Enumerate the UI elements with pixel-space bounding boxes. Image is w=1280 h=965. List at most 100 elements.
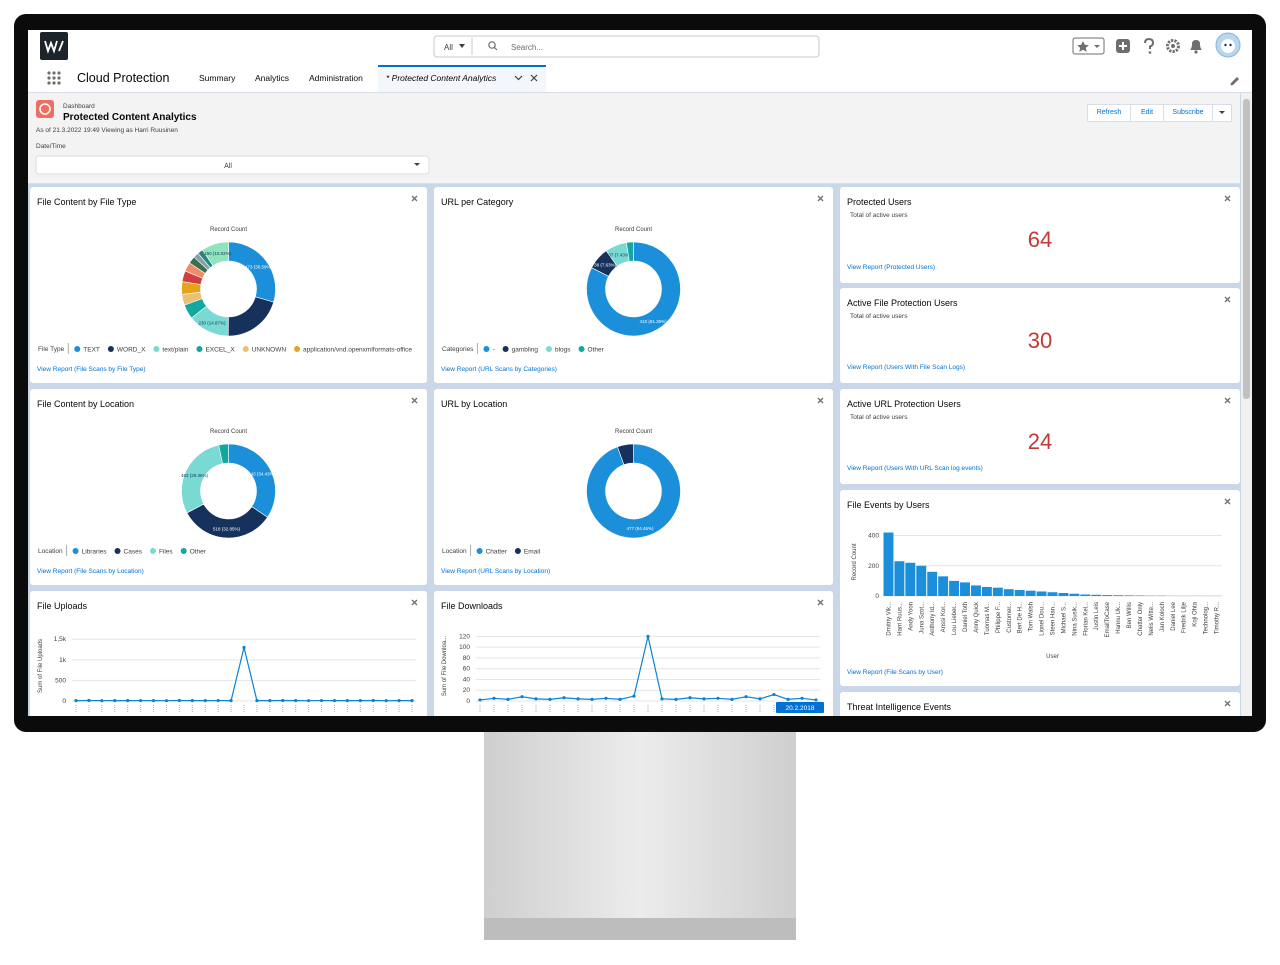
- x-tick-label: Steen Han...: [1051, 602, 1057, 636]
- dashboard-widget: File Content by Location Record Count 543 …: [30, 389, 427, 585]
- legend-label: Email: [524, 549, 541, 556]
- report-link[interactable]: View Report (Users With File Scan Logs): [847, 364, 965, 371]
- expand-icon[interactable]: [1224, 498, 1231, 505]
- report-link[interactable]: View Report (URL Scans by Location): [441, 568, 550, 575]
- data-label: 473 (30.59%): [245, 264, 273, 269]
- more-actions[interactable]: [1212, 104, 1232, 122]
- legend-label: Files: [159, 549, 173, 556]
- report-link[interactable]: View Report (URL Scans by Categories): [441, 366, 557, 373]
- subscribe-button[interactable]: Subscribe: [1163, 104, 1213, 122]
- donut-segment: [586, 241, 681, 337]
- line-point: [255, 698, 259, 703]
- bell-clapper: [1194, 50, 1198, 54]
- bar: [905, 562, 916, 596]
- line-point: [410, 699, 414, 703]
- line-point: [534, 697, 538, 701]
- report-link[interactable]: View Report (File Scans by File Type): [37, 366, 146, 373]
- bar: [1069, 593, 1080, 596]
- active-tab-label[interactable]: * Protected Content Analytics: [386, 73, 497, 83]
- x-tick-label: Dmitriy Vik...: [886, 602, 892, 636]
- dashboard-title: Protected Content Analytics: [63, 112, 197, 123]
- settings-icon[interactable]: [1166, 39, 1180, 53]
- x-tick-label: Ben Willis: [1127, 602, 1133, 628]
- expand-icon[interactable]: [817, 397, 824, 404]
- line-point: [164, 699, 169, 703]
- dashboard-widget: File Events by Users Record Count 0 200 400 D…: [840, 490, 1240, 686]
- x-tick-label: Lionel Dou...: [1040, 602, 1046, 636]
- expand-icon[interactable]: [411, 195, 418, 202]
- expand-icon[interactable]: [411, 397, 418, 404]
- line-point: [632, 694, 636, 698]
- report-link[interactable]: View Report (File Scans by Location): [37, 568, 144, 575]
- data-label: 543 (34.43%): [248, 471, 276, 476]
- y-tick-label: 100: [459, 644, 470, 651]
- widget-canvas: Threat Intelligence Events: [847, 700, 1231, 712]
- legend-label: UNKNOWN: [252, 347, 287, 354]
- settings-hub: [1171, 44, 1175, 48]
- tab-close[interactable]: [530, 74, 538, 82]
- search-placeholder[interactable]: Search...: [511, 43, 543, 52]
- bar: [1102, 595, 1113, 596]
- bar: [1025, 590, 1036, 596]
- nav-item[interactable]: Analytics: [255, 73, 289, 83]
- search-scope[interactable]: All: [444, 43, 453, 52]
- expand-icon[interactable]: [1224, 195, 1231, 202]
- nav-item[interactable]: Administration: [309, 73, 363, 83]
- dashboard-icon-gauge: [39, 103, 51, 115]
- line-point: [319, 698, 324, 703]
- legend-title: File Type: [38, 346, 65, 353]
- bar: [1014, 589, 1025, 596]
- line-point: [397, 698, 401, 703]
- x-tick-label: EmailToCase: [1105, 601, 1111, 637]
- bar: [1080, 594, 1091, 596]
- help-dot: [1148, 51, 1152, 54]
- x-tick-label: Nelis Witte...: [1149, 602, 1155, 636]
- y-tick-label: 120: [459, 633, 470, 640]
- report-link[interactable]: View Report (File Scans by User): [847, 669, 943, 676]
- avatar-eye: [1229, 43, 1232, 47]
- filter-select[interactable]: [35, 155, 430, 175]
- x-tick-label: Fredrik Lilje: [1182, 601, 1188, 633]
- report-link[interactable]: View Report (Users With URL Scan log eve…: [847, 465, 983, 472]
- tab-menu[interactable]: [514, 75, 523, 81]
- filter-value[interactable]: All: [224, 163, 232, 170]
- line-point: [618, 697, 622, 701]
- dashboard-widget: URL by Location Record Count 477 (94.46%) L…: [434, 389, 833, 585]
- expand-icon[interactable]: [817, 599, 824, 606]
- scrollbar[interactable]: [1241, 93, 1252, 716]
- edit-nav[interactable]: [1230, 77, 1240, 86]
- expand-icon[interactable]: [817, 195, 824, 202]
- x-axis-label: User: [1046, 654, 1059, 660]
- report-link[interactable]: View Report (Protected Users): [847, 264, 935, 271]
- avatar-eye: [1224, 43, 1227, 47]
- widget-title: File Events by Users: [847, 500, 930, 510]
- expand-icon[interactable]: [1224, 700, 1231, 707]
- dashboard-icon: [36, 100, 54, 118]
- x-tick-label: Timothy R...: [1215, 602, 1221, 634]
- legend-label: Chatter: [486, 549, 508, 556]
- expand-icon[interactable]: [411, 599, 418, 606]
- dashboard-widget: File Downloads Sum of File Downloa... 0 20 4…: [434, 591, 833, 716]
- donut-segment: [617, 443, 634, 466]
- expand-icon[interactable]: [1224, 397, 1231, 404]
- x-tick-label: Michael S...: [1061, 602, 1067, 634]
- edit-button[interactable]: Edit: [1130, 104, 1164, 122]
- refresh-button[interactable]: Refresh: [1087, 104, 1131, 122]
- favorites[interactable]: [1072, 37, 1105, 55]
- scrollbar-thumb[interactable]: [1243, 99, 1250, 399]
- line-point: [702, 697, 706, 701]
- x-tick-label: Customer...: [1007, 602, 1013, 633]
- active-tab-indicator: [378, 65, 546, 67]
- widget-title: URL by Location: [441, 399, 507, 409]
- notifications-icon[interactable]: [1190, 40, 1202, 50]
- data-label: 37 (7.43%): [608, 252, 631, 257]
- help-icon[interactable]: [1144, 37, 1155, 49]
- x-tick-label: Daniel Toth: [963, 602, 969, 632]
- bar: [1036, 591, 1047, 596]
- expand-icon[interactable]: [1224, 296, 1231, 303]
- line-point: [506, 697, 510, 701]
- search-icon-handle: [494, 47, 498, 51]
- app-launcher[interactable]: [47, 71, 61, 85]
- nav-item[interactable]: Summary: [199, 73, 236, 83]
- search-box[interactable]: [433, 35, 820, 58]
